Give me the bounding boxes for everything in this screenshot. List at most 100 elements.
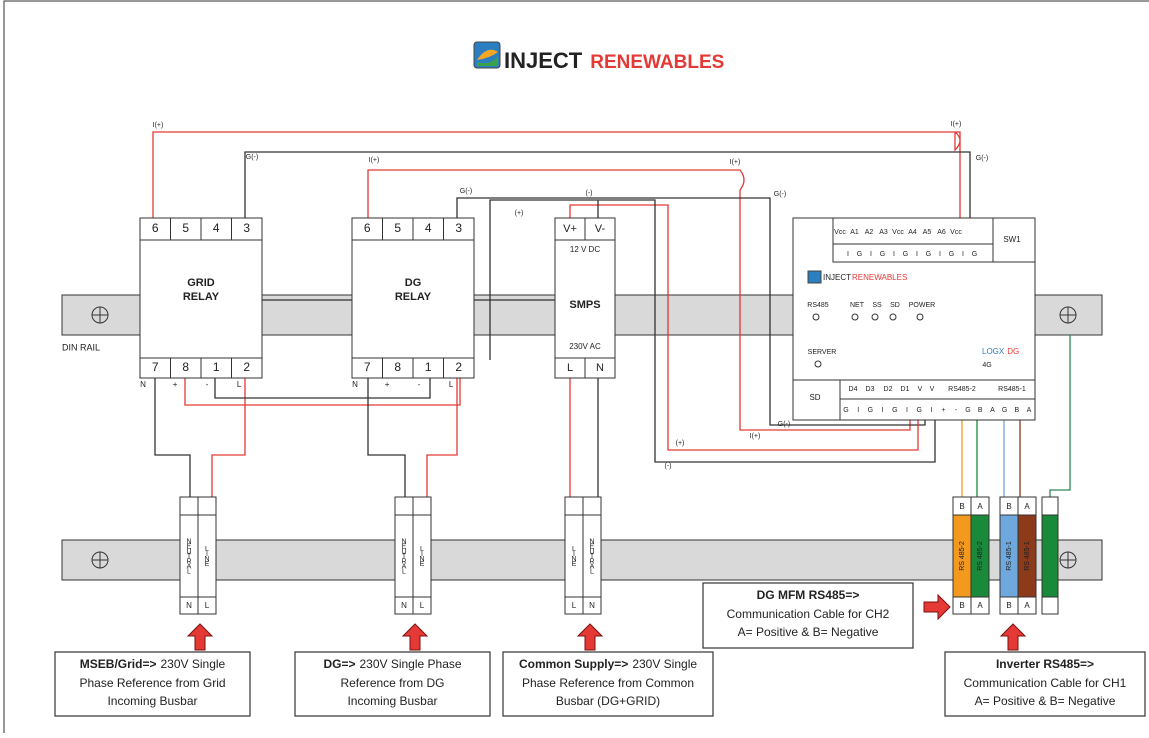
terminal: 3 [243, 221, 250, 235]
terminal: 7 [364, 360, 371, 374]
wire-label: I(+) [153, 122, 164, 129]
polarity: N [352, 380, 358, 389]
terminal: 2 [243, 360, 250, 374]
callout-title: DG MFM RS485=> [757, 588, 860, 602]
smps-output: 12 V DC [570, 245, 600, 254]
wire-label: G(-) [976, 155, 988, 162]
pin: N [401, 601, 407, 610]
terminal: 1 [213, 360, 220, 374]
pin: G [965, 407, 970, 414]
block-label: RS 485-2 [959, 541, 966, 571]
pin: G [843, 407, 848, 414]
callout-text: A= Positive & B= Negative [738, 625, 879, 639]
callout-title: DG=> [323, 657, 355, 671]
terminal: 1 [425, 360, 432, 374]
relay-title: DG [405, 277, 422, 289]
terminal: V- [595, 223, 606, 235]
polarity: L [449, 380, 454, 389]
terminal: 8 [394, 360, 401, 374]
pin: I [916, 251, 918, 258]
relay-title: RELAY [395, 291, 432, 303]
pin: N [589, 601, 595, 610]
pin: B [959, 502, 964, 511]
callout-title: Common Supply=> [519, 657, 628, 671]
pin: L [572, 601, 577, 610]
terminal: 4 [425, 221, 432, 235]
pin: I [847, 251, 849, 258]
wire-label: (-) [586, 190, 593, 197]
pin: G [926, 251, 931, 258]
polarity: + [173, 380, 178, 389]
wire-label: G(-) [460, 188, 472, 195]
led-label: POWER [909, 302, 935, 309]
relay-title: GRID [187, 277, 215, 289]
pin: B [1006, 502, 1011, 511]
block-label: NEUTRAL [401, 539, 408, 574]
terminal: V+ [563, 223, 577, 235]
led-label: SERVER [808, 349, 837, 356]
callout-text: Communication Cable for CH1 [964, 676, 1127, 690]
led-label: SD [890, 302, 900, 309]
pin: I [906, 407, 908, 414]
pin: A [977, 601, 983, 610]
port-header: A4 [908, 229, 917, 236]
wire-label: I(+) [730, 159, 741, 166]
smps-title: SMPS [569, 299, 600, 311]
pin: G [892, 407, 897, 414]
polarity: L [237, 380, 242, 389]
terminal: 5 [394, 221, 401, 235]
led-label: RS485 [807, 302, 829, 309]
port-header: D3 [866, 386, 875, 393]
terminal: L [567, 362, 573, 374]
network: 4G [982, 362, 991, 369]
port-header: A2 [865, 229, 874, 236]
terminal: 4 [213, 221, 220, 235]
port-header: D2 [884, 386, 893, 393]
port-header: Vcc [834, 229, 846, 236]
pin: G [868, 407, 873, 414]
port-header: D4 [849, 386, 858, 393]
polarity: + [385, 380, 390, 389]
pin: A [977, 502, 983, 511]
pin: A [1024, 502, 1030, 511]
pin: B [1014, 407, 1019, 414]
port-header: A1 [850, 229, 859, 236]
port-header: A5 [923, 229, 932, 236]
port-header: RS485-2 [948, 386, 976, 393]
port-header: V [918, 386, 923, 393]
led-label: SS [872, 302, 882, 309]
polarity: - [418, 380, 421, 389]
din-rail-label: DIN RAIL [62, 342, 100, 352]
model-accent: DG [1007, 347, 1019, 356]
callout-text: Phase Reference from Common [522, 676, 694, 690]
pin: G [880, 251, 885, 258]
callout-text: Incoming Busbar [347, 694, 437, 708]
port-header: Vcc [950, 229, 962, 236]
logger-brand-accent: RENEWABLES [852, 273, 907, 282]
wire-label: I(+) [369, 157, 380, 164]
wiring-diagram: INJECTRENEWABLESDIN RAIL67N58+41-32LGRID… [0, 0, 1149, 733]
smps-input: 230V AC [569, 342, 601, 351]
port-header: A6 [937, 229, 946, 236]
callout-title: MSEB/Grid=> [80, 657, 157, 671]
port-header: D1 [901, 386, 910, 393]
block-label: NEUTRAL [186, 539, 193, 574]
callout-text: Communication Cable for CH2 [727, 607, 890, 621]
logo [808, 271, 821, 283]
pin: G [903, 251, 908, 258]
wire-label: I(+) [951, 121, 962, 128]
terminal: N [596, 362, 604, 374]
wire-label: G(-) [778, 421, 790, 428]
callout-text: Phase Reference from Grid [79, 676, 225, 690]
pin: A [1024, 601, 1030, 610]
port-header: A3 [879, 229, 888, 236]
callout-text: 230V Single [632, 657, 697, 671]
pin: G [972, 251, 977, 258]
pin: G [1002, 407, 1007, 414]
wire-label: G(-) [774, 191, 786, 198]
block-label: NEUTRAL [589, 539, 596, 574]
block-label: RS 485-1 [1006, 541, 1013, 571]
polarity: N [140, 380, 146, 389]
port-header: RS485-1 [998, 386, 1026, 393]
brand-accent: RENEWABLES [590, 52, 724, 73]
